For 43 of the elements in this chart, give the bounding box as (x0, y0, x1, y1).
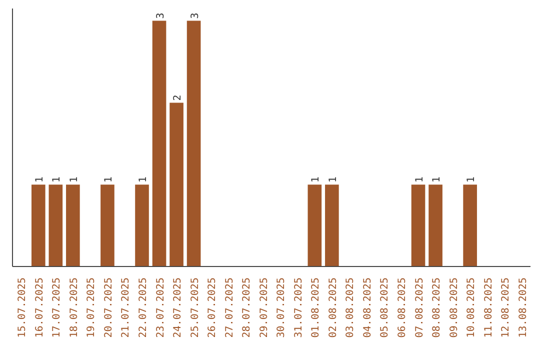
data-label: 1 (68, 176, 80, 183)
x-tick-label: 10.08.2025 (466, 277, 478, 338)
data-label: 3 (155, 12, 166, 19)
x-tick-label: 08.08.2025 (432, 277, 443, 338)
x-tick-label: 09.08.2025 (448, 277, 460, 338)
x-tick-label: 22.07.2025 (138, 277, 149, 338)
data-label: 1 (328, 176, 339, 183)
x-tick-label: 17.07.2025 (52, 277, 63, 338)
x-tick-label: 27.07.2025 (224, 277, 236, 338)
x-tick-label: 29.07.2025 (258, 277, 270, 338)
data-label: 3 (190, 12, 201, 19)
x-tick-label: 18.07.2025 (68, 277, 80, 338)
data-label: 1 (466, 176, 478, 183)
x-tick-label: 26.07.2025 (207, 277, 218, 338)
x-tick-label: 19.07.2025 (86, 277, 98, 338)
data-label: 1 (310, 176, 322, 183)
x-tick-label: 16.07.2025 (34, 277, 46, 338)
data-label: 1 (103, 176, 114, 183)
x-tick-label: 07.08.2025 (414, 277, 426, 338)
x-tick-label: 13.08.2025 (518, 277, 529, 338)
x-tick-label: 06.08.2025 (397, 277, 408, 338)
x-tick-label: 24.07.2025 (172, 277, 184, 338)
data-label: 1 (34, 176, 46, 183)
x-tick-label: 23.07.2025 (155, 277, 166, 338)
x-tick-label: 01.08.2025 (310, 277, 322, 338)
data-label: 2 (172, 94, 184, 101)
x-tick-label: 05.08.2025 (380, 277, 391, 338)
x-tick-label: 20.07.2025 (103, 277, 114, 338)
data-label: 1 (432, 176, 443, 183)
x-tick-label: 12.08.2025 (500, 277, 512, 338)
x-tick-label: 04.08.2025 (362, 277, 374, 338)
data-label: 1 (138, 176, 149, 183)
x-tick-label: 25.07.2025 (190, 277, 201, 338)
x-tick-label: 03.08.2025 (345, 277, 356, 338)
data-label: 1 (414, 176, 426, 183)
data-label: 1 (52, 176, 63, 183)
x-tick-label: 11.08.2025 (483, 277, 494, 338)
x-tick-label: 21.07.2025 (120, 277, 132, 338)
x-tick-label: 31.07.2025 (293, 277, 304, 338)
x-tick-label: 30.07.2025 (276, 277, 288, 338)
x-tick-label: 02.08.2025 (328, 277, 339, 338)
x-tick-label: 28.07.2025 (242, 277, 253, 338)
x-tick-label: 15.07.2025 (17, 277, 28, 338)
